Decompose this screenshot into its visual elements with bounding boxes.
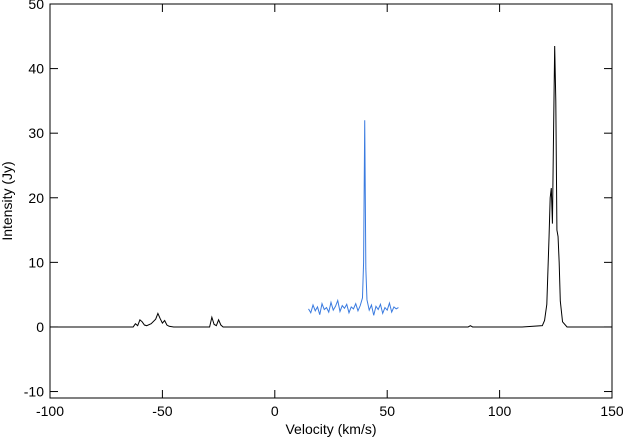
y-tick-label: -10 (24, 384, 44, 400)
x-tick-label: 50 (379, 403, 395, 419)
y-tick-label: 0 (36, 319, 44, 335)
x-axis-label: Velocity (km/s) (285, 421, 376, 437)
x-tick-label: -50 (152, 403, 172, 419)
plot-frame (49, 3, 613, 399)
x-tick-label: 0 (271, 403, 279, 419)
x-tick-label: 150 (600, 403, 623, 419)
x-tick-label: -100 (36, 403, 64, 419)
spectrum-line (308, 120, 399, 316)
y-tick-label: 50 (28, 0, 44, 12)
y-tick-label: 20 (28, 190, 44, 206)
y-axis-label: Intensity (Jy) (0, 161, 15, 240)
y-tick-label: 10 (28, 254, 44, 270)
y-tick-label: 30 (28, 125, 44, 141)
y-tick-label: 40 (28, 61, 44, 77)
spectrum-line (50, 45, 612, 328)
x-tick-label: 100 (488, 403, 512, 419)
